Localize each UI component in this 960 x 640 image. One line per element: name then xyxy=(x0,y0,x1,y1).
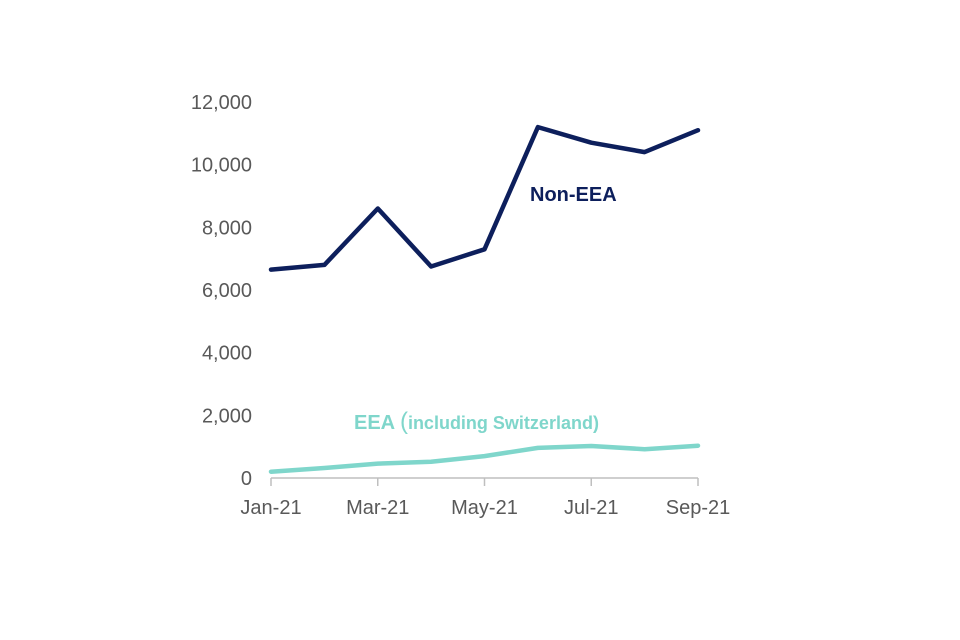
series-line-1 xyxy=(268,443,701,474)
x-tick-label: May-21 xyxy=(451,497,518,519)
x-axis-ticks xyxy=(270,478,699,486)
x-tick-label: Sep-21 xyxy=(666,497,731,519)
y-tick-label: 10,000 xyxy=(191,155,252,177)
y-tick-label: 0 xyxy=(241,468,252,490)
series-label-non-eea: Non-EEA xyxy=(530,184,617,206)
x-tick-label: Jan-21 xyxy=(240,497,301,519)
y-tick-label: 6,000 xyxy=(202,280,252,302)
x-axis-labels: Jan-21 Mar-21 May-21 Jul-21 Sep-21 xyxy=(240,497,730,519)
series-label-eea-part-2: including Switzerland) xyxy=(408,413,599,433)
y-tick-label: 12,000 xyxy=(191,92,252,114)
x-tick-label: Jul-21 xyxy=(564,497,618,519)
y-tick-label: 2,000 xyxy=(202,405,252,427)
y-tick-label: 4,000 xyxy=(202,343,252,365)
series-label-eea: EEA (including Switzerland) xyxy=(354,408,599,435)
y-axis-labels: 0 2,000 4,000 6,000 8,000 10,000 12,000 xyxy=(191,92,252,490)
series-line-0 xyxy=(268,124,701,272)
series-label-eea-part-1: EEA xyxy=(354,412,400,434)
x-tick-label: Mar-21 xyxy=(346,497,409,519)
series-label-eea-paren: ( xyxy=(400,408,408,435)
series-lines xyxy=(268,124,701,474)
y-tick-label: 8,000 xyxy=(202,217,252,239)
